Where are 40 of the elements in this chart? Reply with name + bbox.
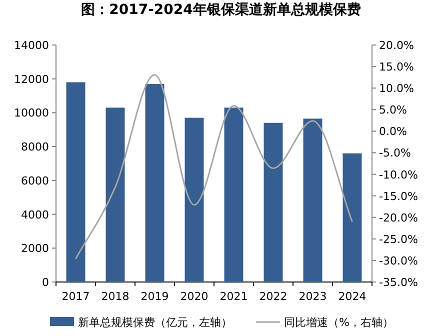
- y2-tick-label: 0.0%: [379, 125, 407, 138]
- y-tick-label: 12000: [14, 72, 49, 86]
- bar: [342, 153, 362, 282]
- y2-tick-label: -35.0%: [379, 276, 418, 289]
- y-tick-label: 8000: [21, 140, 49, 154]
- y-tick-label: 4000: [21, 208, 49, 222]
- y2-tick-label: 10.0%: [379, 82, 414, 96]
- y2-tick-label: 15.0%: [379, 60, 414, 74]
- y-tick-label: 6000: [21, 174, 49, 188]
- y-tick-label: 10000: [14, 106, 49, 120]
- line-series: [75, 74, 353, 260]
- bar: [106, 108, 125, 282]
- bar: [264, 122, 283, 282]
- bar: [184, 118, 204, 282]
- x-tick-label: 2019: [140, 290, 169, 303]
- x-tick-label: 2024: [338, 290, 366, 303]
- legend-label: 同比增速（%，右轴）: [284, 316, 394, 329]
- bar: [145, 84, 164, 282]
- legend-label: 新单总规模保费（亿元，左轴）: [78, 316, 232, 329]
- y2-tick-label: 5.0%: [379, 104, 407, 117]
- y2-tick-label: -20.0%: [379, 211, 418, 224]
- x-tick-label: 2021: [220, 290, 248, 303]
- y2-tick-label: -25.0%: [379, 232, 418, 246]
- x-tick-label: 2023: [298, 290, 327, 303]
- bar: [303, 118, 322, 282]
- x-tick-label: 2022: [259, 290, 288, 303]
- x-tick-label: 2017: [62, 290, 90, 303]
- bar: [66, 82, 86, 282]
- y-tick-label: 0: [42, 276, 49, 289]
- y2-tick-label: 20.0%: [379, 39, 414, 52]
- bar: [224, 108, 244, 282]
- y2-tick-label: -10.0%: [379, 168, 418, 182]
- y2-tick-label: -15.0%: [379, 190, 418, 203]
- chart-title: 图：2017-2024年银保渠道新单总规模保费: [81, 1, 361, 18]
- y2-tick-label: -5.0%: [379, 146, 411, 160]
- x-tick-label: 2018: [101, 290, 130, 303]
- y-tick-label: 2000: [21, 242, 49, 256]
- y-tick-label: 14000: [14, 39, 49, 52]
- y2-tick-label: -30.0%: [379, 254, 418, 268]
- x-tick-label: 2020: [180, 290, 208, 303]
